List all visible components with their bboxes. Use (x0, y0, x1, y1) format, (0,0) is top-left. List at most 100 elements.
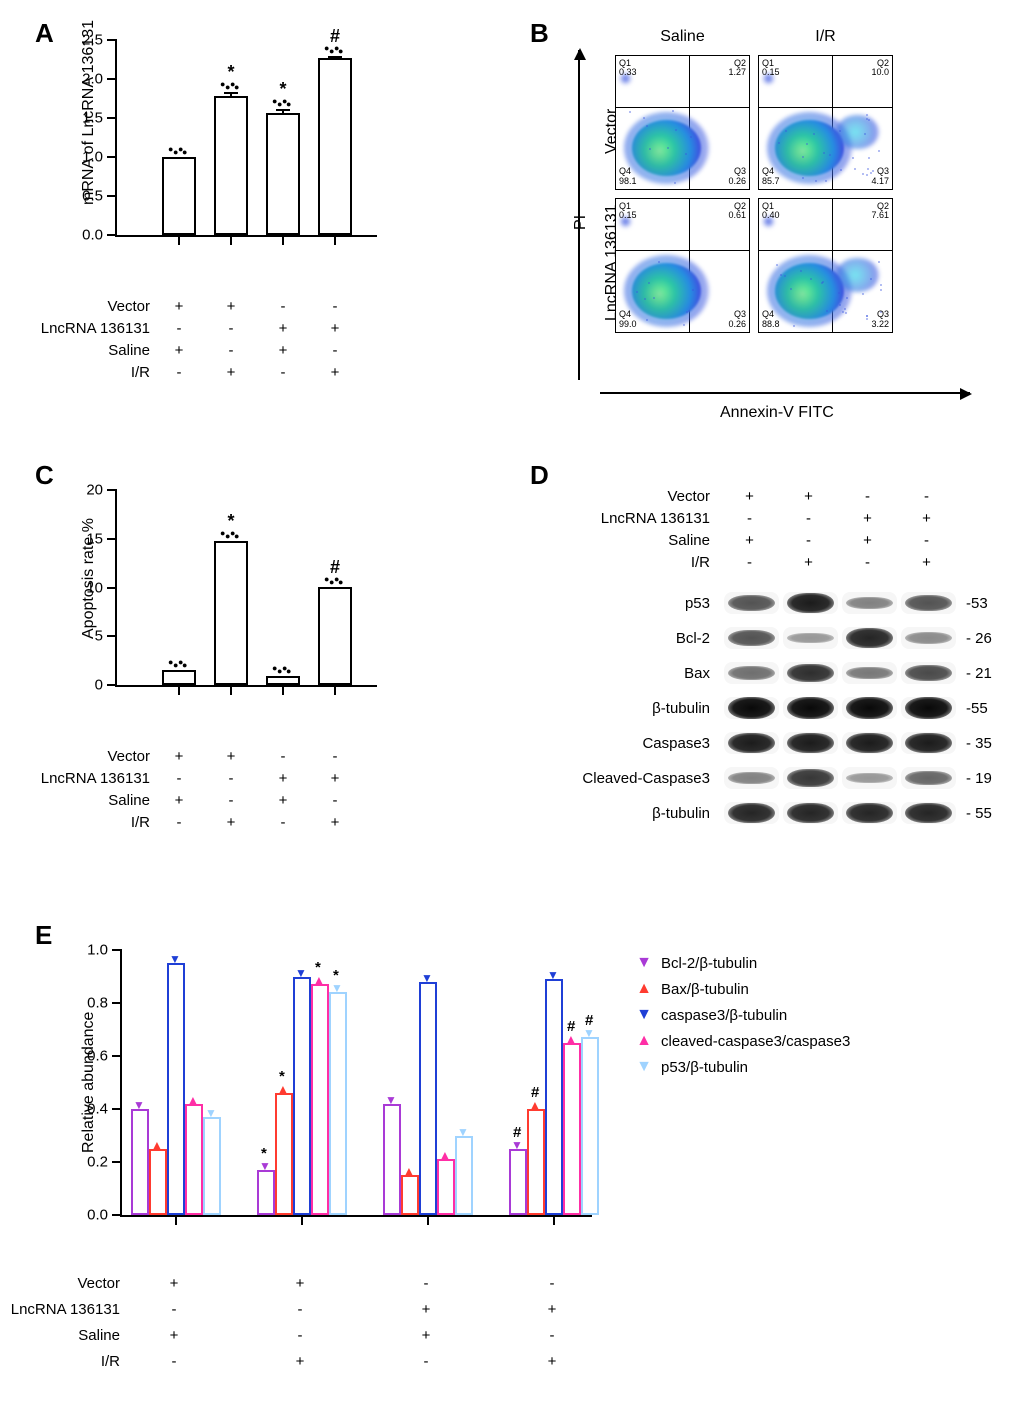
wb-row-2: Bax- 21 (555, 658, 992, 688)
wb-3-lane-2 (842, 697, 897, 719)
panel-d-cond-name-3: I/R (555, 554, 722, 571)
wb-6-lane-2 (842, 802, 897, 824)
e-bar-0-4 (203, 1117, 221, 1215)
panel-d-cond-1-2: + (840, 510, 895, 527)
e-bar-2-3 (437, 1159, 455, 1215)
panel-a-cond-name-1: LncRNA 136131 (20, 320, 162, 337)
panel-a-cond-name-0: Vector (20, 298, 162, 315)
panel-e-ylabel: Relative abundance (80, 1011, 98, 1152)
flow-1-q2: Q210.0 (871, 59, 889, 78)
flow-3-q2: Q27.61 (871, 202, 889, 221)
e-bar-0-1 (149, 1149, 167, 1215)
panel-a-cond-name-3: I/R (20, 364, 162, 381)
panel-e-cond-name-1: LncRNA 136131 (0, 1301, 132, 1318)
panel-a-cond-0-2: - (266, 298, 300, 315)
e-bar-1-0 (257, 1170, 275, 1215)
panel-d-cond-3-0: - (722, 554, 777, 571)
panel-e-cond-1-0: - (164, 1301, 184, 1318)
flow-0-q4: Q498.1 (619, 167, 637, 186)
e-bar-3-2 (545, 979, 563, 1215)
annexin-axis-arrow (600, 392, 970, 394)
legend-0: ▼Bcl-2/β-tubulin (635, 950, 850, 976)
panel-a-cond-1-3: + (318, 320, 352, 337)
panel-a-cond-3-1: + (214, 364, 248, 381)
e-bar-1-3 (311, 984, 329, 1215)
panel-c-cond-name-2: Saline (20, 792, 162, 809)
flow-3-q3: Q33.22 (871, 310, 889, 329)
panel-a-cond-1-1: - (214, 320, 248, 337)
flow-2-q3: Q30.26 (728, 310, 746, 329)
flow-plot-3: Q10.40 Q27.61 Q33.22 Q488.8 (758, 198, 893, 333)
panel-d-cond-3-2: - (840, 554, 895, 571)
panel-a-cond-3-3: + (318, 364, 352, 381)
panel-c-cond-name-3: I/R (20, 814, 162, 831)
panel-c-cond-3-3: + (318, 814, 352, 831)
label-d: D (530, 460, 549, 491)
panel-c-cond-1-3: + (318, 770, 352, 787)
flow-1-q1: Q10.15 (762, 59, 780, 78)
wb-row-6: β-tubulin- 55 (555, 798, 992, 828)
wb-6-lane-0 (724, 802, 779, 824)
wb-0-lane-3 (901, 592, 956, 614)
e-bar-1-4 (329, 992, 347, 1215)
flow-3-q4: Q488.8 (762, 310, 780, 329)
panel-c-cond-0-0: + (162, 748, 196, 765)
panel-e-cond-3-0: - (164, 1353, 184, 1370)
wb-3-lane-3 (901, 697, 956, 719)
panel-e-cond-1-1: - (290, 1301, 310, 1318)
label-c: C (35, 460, 54, 491)
panel-d-cond-name-2: Saline (555, 532, 722, 549)
wb-1-lane-0 (724, 627, 779, 649)
panel-c-bar-3 (318, 587, 352, 685)
panel-c-bar-0 (162, 670, 196, 685)
panel-d-cond-0-3: - (899, 488, 954, 505)
panel-a-cond-name-2: Saline (20, 342, 162, 359)
panel-c-bar-2 (266, 676, 300, 685)
flow-0-q2: Q21.27 (728, 59, 746, 78)
panel-c-cond-name-0: Vector (20, 748, 162, 765)
panel-d-cond-3-3: + (899, 554, 954, 571)
panel-e-cond-0-2: - (416, 1275, 436, 1292)
panel-a-sig-2: * (279, 79, 286, 100)
wb-2-lane-1 (783, 662, 838, 684)
panel-d-cond-0-1: + (781, 488, 836, 505)
wb-5-lane-0 (724, 767, 779, 789)
panel-c-cond-1-0: - (162, 770, 196, 787)
panel-a-cond-0-0: + (162, 298, 196, 315)
flow-3-q1: Q10.40 (762, 202, 780, 221)
wb-0-lane-0 (724, 592, 779, 614)
panel-d-cond-2-1: - (781, 532, 836, 549)
wb-1-lane-2 (842, 627, 897, 649)
panel-a-cond-2-0: + (162, 342, 196, 359)
wb-5-lane-1 (783, 767, 838, 789)
panel-c-axis: 05101520●●●●●●●●*●●●●●●●●# (115, 490, 377, 687)
label-b: B (530, 18, 549, 49)
panel-c-ylabel: Apoptosis rate % (80, 518, 98, 639)
e-bar-3-0 (509, 1149, 527, 1215)
e-bar-2-4 (455, 1136, 473, 1216)
e-bar-1-1 (275, 1093, 293, 1215)
flow-2-q1: Q10.15 (619, 202, 637, 221)
panel-c-cond-1-2: + (266, 770, 300, 787)
legend-4: ▼p53/β-tubulin (635, 1054, 850, 1080)
panel-c-cond-0-1: + (214, 748, 248, 765)
panel-e-cond-2-1: - (290, 1327, 310, 1344)
wb-5-lane-2 (842, 767, 897, 789)
panel-c-conditions: Vector++--LncRNA 136131--++Saline+-+-I/R… (20, 745, 370, 833)
panel-a-sig-1: * (227, 62, 234, 83)
flow-plot-2: Q10.15Q20.61Q30.26Q499.0 (615, 198, 750, 333)
panel-a-bar-0 (162, 157, 196, 235)
wb-2-lane-0 (724, 662, 779, 684)
label-e: E (35, 920, 52, 951)
panel-d-cond-name-1: LncRNA 136131 (555, 510, 722, 527)
flow-0-q3: Q30.26 (728, 167, 746, 186)
wb-row-0: p53-53 (555, 588, 992, 618)
wb-2-lane-2 (842, 662, 897, 684)
e-bar-3-1 (527, 1109, 545, 1215)
panel-c-cond-3-1: + (214, 814, 248, 831)
wb-row-4: Caspase3- 35 (555, 728, 992, 758)
panel-d-cond-0-0: + (722, 488, 777, 505)
e-bar-0-2 (167, 963, 185, 1215)
panel-d-cond-1-3: + (899, 510, 954, 527)
wb-6-lane-1 (783, 802, 838, 824)
